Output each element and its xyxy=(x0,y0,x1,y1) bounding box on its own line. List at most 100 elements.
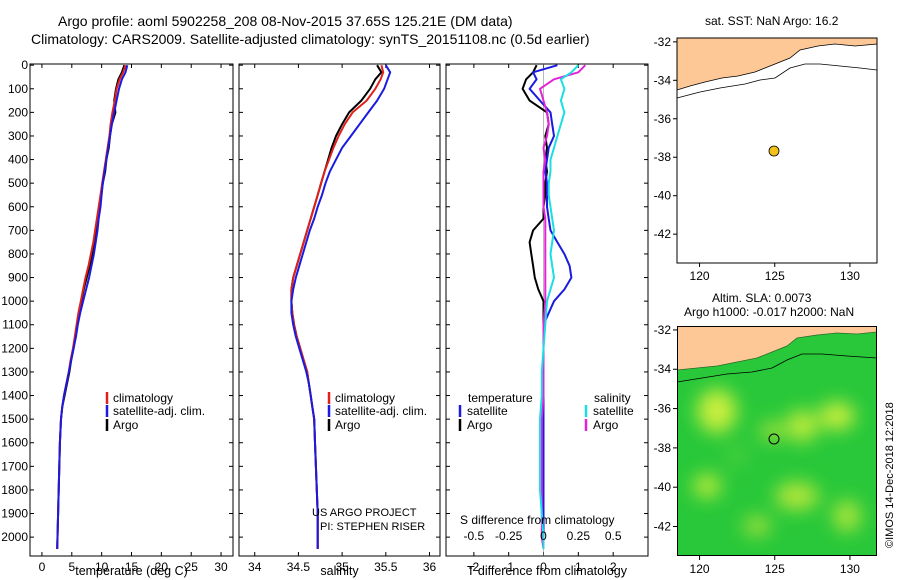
y-tick-label: 1700 xyxy=(1,459,28,473)
x-tick-label: 20 xyxy=(155,560,169,574)
y-tick-label: 1500 xyxy=(1,412,28,426)
y-tick-label: 700 xyxy=(8,223,28,237)
title-line-1: Argo profile: aoml 5902258_208 08-Nov-20… xyxy=(58,13,513,29)
sla-blob xyxy=(727,447,747,465)
y-tick-label: 100 xyxy=(8,82,28,96)
x-tick-label: 36 xyxy=(423,560,437,574)
sst-map-axes: -32 -34 -36 -38 -40 -42 120 125 130 xyxy=(654,35,861,283)
sla-blob xyxy=(775,482,819,510)
series-line-climatology xyxy=(290,64,385,549)
plot-frame xyxy=(445,63,649,557)
sla-blob xyxy=(697,389,737,433)
argo-float-marker xyxy=(768,433,780,445)
legend-label-satellite: satellite-adj. clim. xyxy=(113,404,205,418)
x-tick-label: 15 xyxy=(125,560,139,574)
lat-tick-label: -42 xyxy=(654,520,672,534)
sst-map-frame xyxy=(676,37,878,264)
sst-map-title: sat. SST: NaN Argo: 16.2 xyxy=(705,14,839,28)
series-line-climatology xyxy=(56,64,127,549)
sla-map-axes: -32 -34 -36 -38 -40 -42 120 125 130 xyxy=(654,323,861,576)
s-tick-label: 0.25 xyxy=(567,529,591,543)
y-tick-label: 1400 xyxy=(1,389,28,403)
sla-blob xyxy=(833,500,861,532)
y-tick-label: 600 xyxy=(8,200,28,214)
bathymetry-contour xyxy=(677,353,877,383)
imos-watermark: ©IMOS 14-Dec-2018 12:2018 xyxy=(884,402,896,548)
series-line-satellite-adj-clim- xyxy=(290,64,392,549)
series-line-argo xyxy=(290,64,383,549)
legend-label-temp-satellite: satellite xyxy=(467,404,508,418)
land-mass xyxy=(677,326,877,370)
sla-map xyxy=(677,326,877,556)
y-tick-label: 1100 xyxy=(2,318,28,332)
lat-tick-label: -40 xyxy=(654,480,672,494)
credit-line-2: PI: STEPHEN RISER xyxy=(320,521,425,533)
sla-blob xyxy=(693,474,721,498)
y-tick-label: 200 xyxy=(8,105,28,119)
x-tick-label: 35 xyxy=(335,560,349,574)
x-tick-label: 1 xyxy=(575,560,582,574)
legend-label-climatology: climatology xyxy=(335,391,395,405)
x-tick-label: -2 xyxy=(469,560,480,574)
x-tick-label: 5 xyxy=(68,560,75,574)
sla-blob xyxy=(743,516,771,536)
lat-tick-label: -42 xyxy=(654,227,672,241)
y-tick-label: 2000 xyxy=(1,530,28,544)
lat-tick-label: -38 xyxy=(654,150,672,164)
lat-tick-label: -36 xyxy=(654,112,672,126)
s-tick-label: -0.5 xyxy=(464,529,485,543)
argo-float-marker xyxy=(768,145,780,157)
plot-frame xyxy=(238,63,441,557)
legend-heading-temperature: temperature xyxy=(468,391,533,405)
sla-blob xyxy=(819,402,855,430)
legend-label-temp-argo: Argo xyxy=(467,418,493,432)
lon-tick-label: 125 xyxy=(765,269,785,283)
legend-label-sal-argo: Argo xyxy=(593,418,619,432)
salinity-legend: climatology satellite-adj. clim. Argo xyxy=(327,391,427,432)
coastline xyxy=(677,331,877,371)
sla-anomaly-blobs xyxy=(693,389,861,536)
y-tick-label: 300 xyxy=(8,129,28,143)
s-difference-label: S difference from climatology xyxy=(460,513,615,527)
x-tick-label: -1 xyxy=(503,560,514,574)
x-axis-label: temperature (deg C) xyxy=(75,564,188,578)
series-line-satellite-adj-clim- xyxy=(56,64,129,549)
temperature-panel: 0100200300400500600700800900100011001200… xyxy=(1,58,234,578)
y-tick-label: 1900 xyxy=(1,507,28,521)
x-tick-label: 10 xyxy=(95,560,109,574)
s-tick-label: 0 xyxy=(540,529,547,543)
s-difference-ticks: -0.5 -0.25 0 0.25 0.5 xyxy=(464,529,622,543)
legend-label-climatology: climatology xyxy=(113,391,173,405)
series-line-salinity-argo xyxy=(539,64,587,550)
legend-heading-salinity: salinity xyxy=(594,391,631,405)
legend-label-argo: Argo xyxy=(335,418,361,432)
lon-tick-label: 130 xyxy=(840,562,860,576)
x-tick-label: 34 xyxy=(248,560,262,574)
s-tick-label: 0.5 xyxy=(605,529,622,543)
y-tick-label: 1600 xyxy=(1,436,28,450)
sla-blob xyxy=(786,410,818,442)
difference-panel: -2 -1 0 1 2T difference from climatology xyxy=(445,63,649,578)
legend-label-argo: Argo xyxy=(113,418,139,432)
x-tick-label: 35.5 xyxy=(374,560,398,574)
y-tick-label: 900 xyxy=(8,271,28,285)
lon-tick-label: 120 xyxy=(690,269,710,283)
x-axis-label: T difference from climatology xyxy=(467,564,628,578)
y-tick-label: 800 xyxy=(8,247,28,261)
y-tick-label: 0 xyxy=(21,58,28,72)
y-tick-label: 400 xyxy=(8,153,28,167)
x-tick-label: 25 xyxy=(185,560,199,574)
legend-label-sal-satellite: satellite xyxy=(593,404,634,418)
s-tick-label: -0.25 xyxy=(495,529,523,543)
x-axis-label: salinity xyxy=(320,564,359,578)
x-tick-label: 34.5 xyxy=(287,560,311,574)
y-tick-label: 1800 xyxy=(1,483,28,497)
bathymetry-contour xyxy=(676,63,878,99)
temperature-legend: climatology satellite-adj. clim. Argo xyxy=(105,391,205,432)
sla-map-title-2: Argo h1000: -0.017 h2000: NaN xyxy=(684,305,854,319)
y-tick-label: 500 xyxy=(8,176,28,190)
legend-label-satellite: satellite-adj. clim. xyxy=(335,404,427,418)
plot-frame xyxy=(29,63,234,557)
lat-tick-label: -34 xyxy=(654,73,672,87)
x-tick-label: 2 xyxy=(610,560,617,574)
